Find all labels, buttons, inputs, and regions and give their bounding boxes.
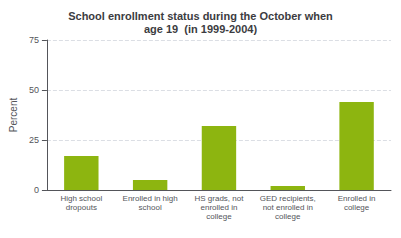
svg-text:school: school	[139, 203, 162, 212]
svg-text:Enrolled in high: Enrolled in high	[123, 194, 178, 203]
svg-text:High school: High school	[60, 194, 102, 203]
svg-text:50: 50	[29, 85, 39, 95]
svg-text:GED recipients,: GED recipients,	[260, 194, 316, 203]
svg-text:25: 25	[29, 135, 39, 145]
svg-text:0: 0	[34, 185, 39, 195]
svg-text:75: 75	[29, 35, 39, 45]
svg-text:college: college	[206, 212, 232, 221]
svg-text:dropouts: dropouts	[66, 203, 97, 212]
svg-text:age 19 (in 1999-2004): age 19 (in 1999-2004)	[144, 23, 257, 35]
svg-text:college: college	[344, 203, 370, 212]
svg-text:enrolled in: enrolled in	[200, 203, 237, 212]
svg-text:college: college	[275, 212, 301, 221]
svg-text:not enrolled in: not enrolled in	[263, 203, 313, 212]
svg-text:School enrollment status durin: School enrollment status during the Octo…	[68, 10, 333, 22]
svg-text:Enrolled in: Enrolled in	[338, 194, 376, 203]
svg-text:HS grads, not: HS grads, not	[194, 194, 244, 203]
svg-text:Percent: Percent	[8, 98, 19, 133]
